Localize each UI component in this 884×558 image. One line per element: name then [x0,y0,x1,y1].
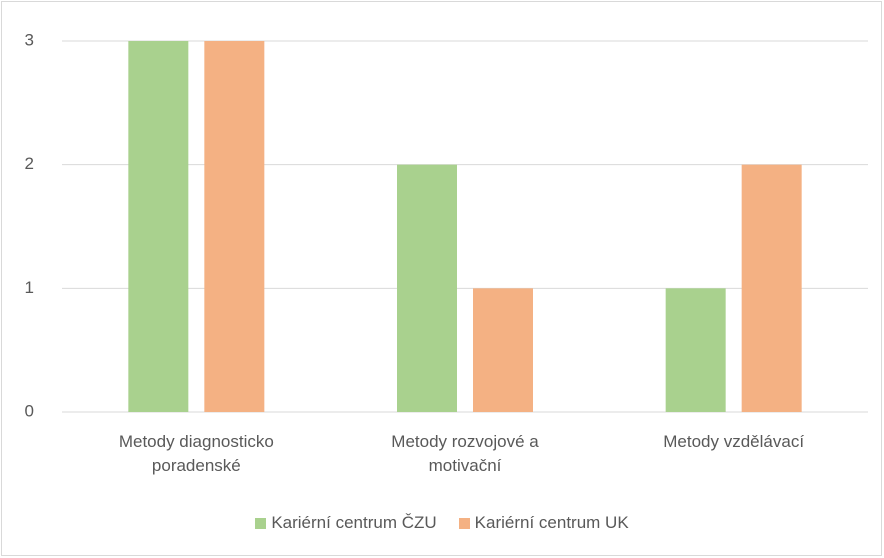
x-tick-label: Metody rozvojové a motivační [391,432,539,475]
y-tick-label: 2 [25,154,34,173]
legend: Kariérní centrum ČZU Kariérní centrum UK [0,513,884,533]
bar [473,288,533,412]
legend-swatch [255,517,267,529]
y-tick-label: 0 [25,401,34,420]
legend-label: Kariérní centrum ČZU [271,513,437,532]
legend-swatch [458,517,470,529]
legend-item: Kariérní centrum ČZU [255,513,437,533]
legend-item: Kariérní centrum UK [458,513,629,533]
bar [204,41,265,412]
y-tick-label: 1 [25,278,34,297]
bar [128,41,189,412]
x-tick-label: Metody diagnosticko poradenské [118,432,274,475]
x-tick-label: Metody vzdělávací [663,432,805,451]
bar [397,164,457,412]
bar [741,164,802,412]
y-tick-label: 3 [25,30,34,49]
legend-label: Kariérní centrum UK [474,513,629,532]
bar [665,288,726,412]
